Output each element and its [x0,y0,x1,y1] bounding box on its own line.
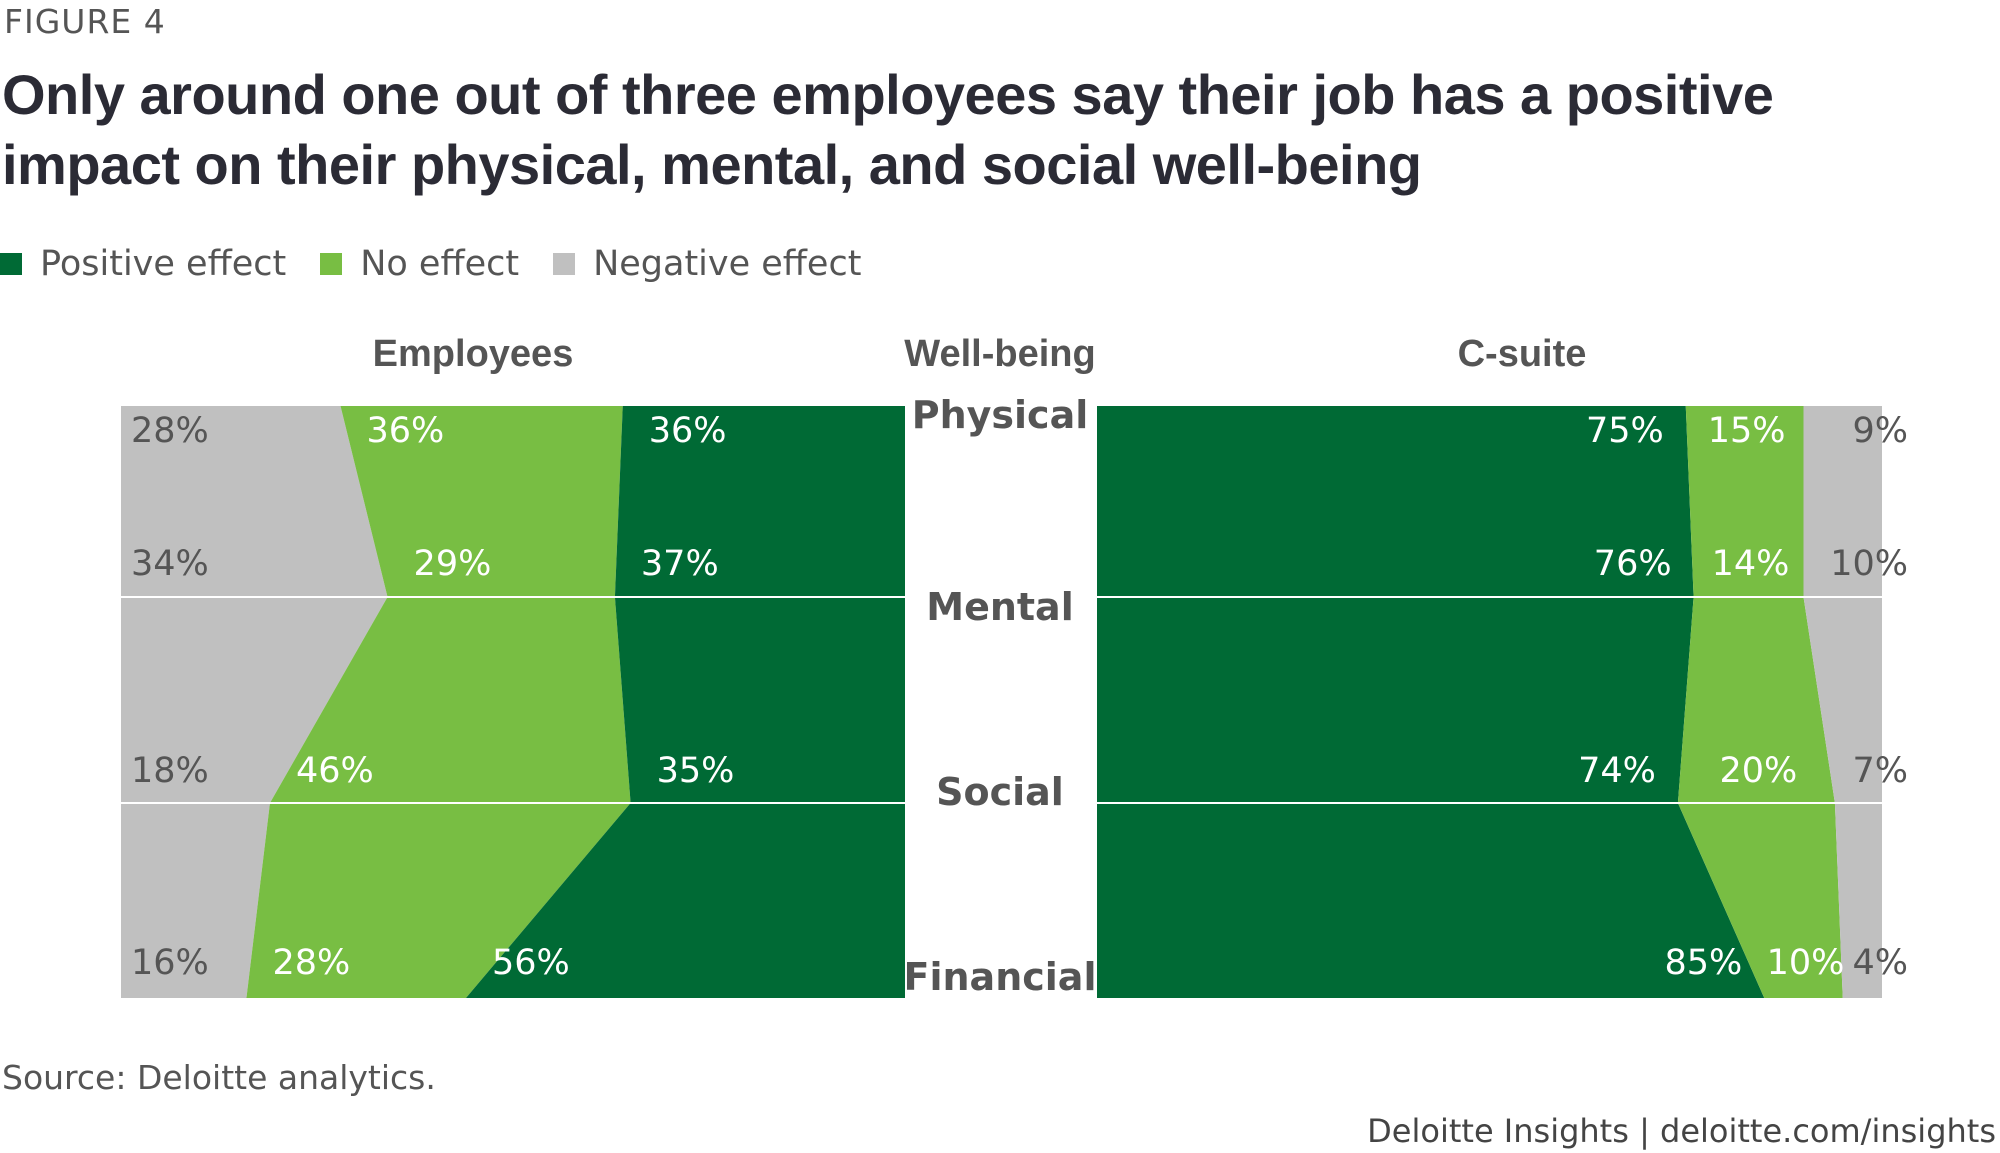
employees-negative-area [121,406,388,998]
c-suite-positive-area [1097,406,1765,998]
c-suite-negative-area [1803,406,1882,998]
c-suite-no-effect-label: 14% [1712,544,1790,584]
legend-swatch-positive [0,253,22,275]
c-suite-no-effect-label: 10% [1767,943,1845,983]
header-c-suite: C-suite [1458,333,1587,375]
c-suite-positive-label: 75% [1586,411,1664,451]
legend-label-negative: Negative effect [593,244,862,284]
employees-negative-label: 28% [131,411,209,451]
employees-positive-label: 36% [649,411,727,451]
c-suite-no-effect-area [1677,406,1843,998]
legend: Positive effect No effect Negative effec… [0,244,895,284]
header-employees: Employees [373,333,574,375]
legend-swatch-negative [553,253,576,275]
employees-negative-label: 34% [131,544,209,584]
employees-no-effect-label: 29% [414,544,492,584]
chart: Employees Well-being C-suite Physical Men… [121,333,1908,999]
legend-label-no-effect: No effect [360,244,520,284]
employees-positive-label: 56% [492,943,570,983]
employees-negative-label: 18% [131,751,209,791]
figure-label: FIGURE 4 [4,2,166,41]
source-note: Source: Deloitte analytics. [2,1058,436,1097]
chart-title: Only around one out of three employees s… [2,63,1774,196]
header-well-being: Well-being [904,333,1095,375]
c-suite-negative-label: 10% [1830,544,1908,584]
c-suite-no-effect-label: 15% [1708,411,1786,451]
c-suite-no-effect-label: 20% [1720,751,1798,791]
category-label-mental: Mental [926,585,1073,629]
employees-negative-label: 16% [131,943,209,983]
legend-swatch-no-effect [320,253,343,275]
legend-label-positive: Positive effect [40,244,287,284]
c-suite-negative-label: 4% [1852,943,1908,983]
legend-item-no-effect: No effect [320,244,519,284]
c-suite-negative-label: 9% [1852,411,1908,451]
employees-no-effect-label: 46% [296,751,374,791]
employees-no-effect-label: 28% [272,943,350,983]
c-suite-positive-label: 85% [1664,943,1742,983]
legend-item-negative: Negative effect [553,244,861,284]
legend-item-positive: Positive effect [0,244,286,284]
employees-positive-area [465,406,905,998]
employees-positive-label: 37% [641,544,719,584]
category-label-financial: Financial [904,955,1097,999]
footer-credit: Deloitte Insights | deloitte.com/insight… [1367,1112,1996,1150]
category-label-physical: Physical [912,393,1089,437]
c-suite-negative-label: 7% [1852,751,1908,791]
c-suite-positive-label: 74% [1578,751,1656,791]
employees-no-effect-label: 36% [367,411,445,451]
employees-no-effect-area [246,406,631,998]
employees-positive-label: 35% [657,751,735,791]
category-label-social: Social [936,770,1064,814]
c-suite-positive-label: 76% [1594,544,1672,584]
